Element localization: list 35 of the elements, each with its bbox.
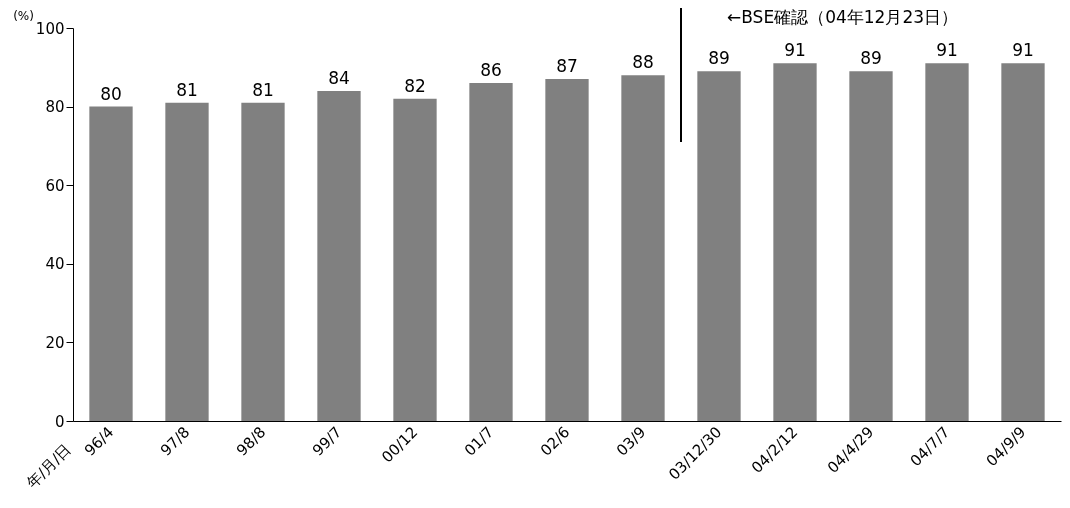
data-label: 88 bbox=[632, 52, 654, 73]
bar bbox=[545, 79, 589, 421]
bar bbox=[621, 75, 665, 421]
bar bbox=[241, 102, 285, 421]
y-tick-label: 40 bbox=[45, 255, 65, 274]
bar bbox=[925, 63, 969, 421]
bar bbox=[1001, 63, 1045, 421]
y-axis-title: (%) bbox=[13, 8, 34, 23]
bar bbox=[469, 83, 513, 421]
data-label: 86 bbox=[480, 60, 502, 81]
text: ←BSE確認（04年12月23日） bbox=[727, 6, 959, 29]
data-label: 91 bbox=[936, 40, 958, 61]
data-label: 84 bbox=[328, 67, 350, 88]
y-tick-label: 0 bbox=[54, 412, 65, 431]
bar bbox=[773, 63, 817, 421]
y-tick-label: 80 bbox=[45, 98, 65, 117]
bar bbox=[165, 102, 209, 421]
data-label: 87 bbox=[556, 56, 578, 77]
data-label: 91 bbox=[1012, 40, 1034, 61]
y-tick-label: 20 bbox=[45, 333, 65, 352]
data-label: 81 bbox=[252, 79, 274, 100]
y-tick-label: 100 bbox=[35, 19, 65, 38]
data-label: 91 bbox=[784, 40, 806, 61]
bar bbox=[317, 90, 361, 421]
data-label: 89 bbox=[860, 48, 882, 69]
bar bbox=[697, 71, 741, 421]
y-tick-label: 60 bbox=[45, 176, 65, 195]
data-label: 81 bbox=[176, 79, 198, 100]
data-label: 82 bbox=[404, 75, 426, 96]
bar bbox=[849, 71, 893, 421]
data-label: 89 bbox=[708, 48, 730, 69]
bar bbox=[89, 106, 133, 421]
x-axis-title: 年/月/日 bbox=[23, 440, 75, 492]
data-label: 80 bbox=[100, 83, 122, 104]
bar bbox=[393, 98, 437, 421]
